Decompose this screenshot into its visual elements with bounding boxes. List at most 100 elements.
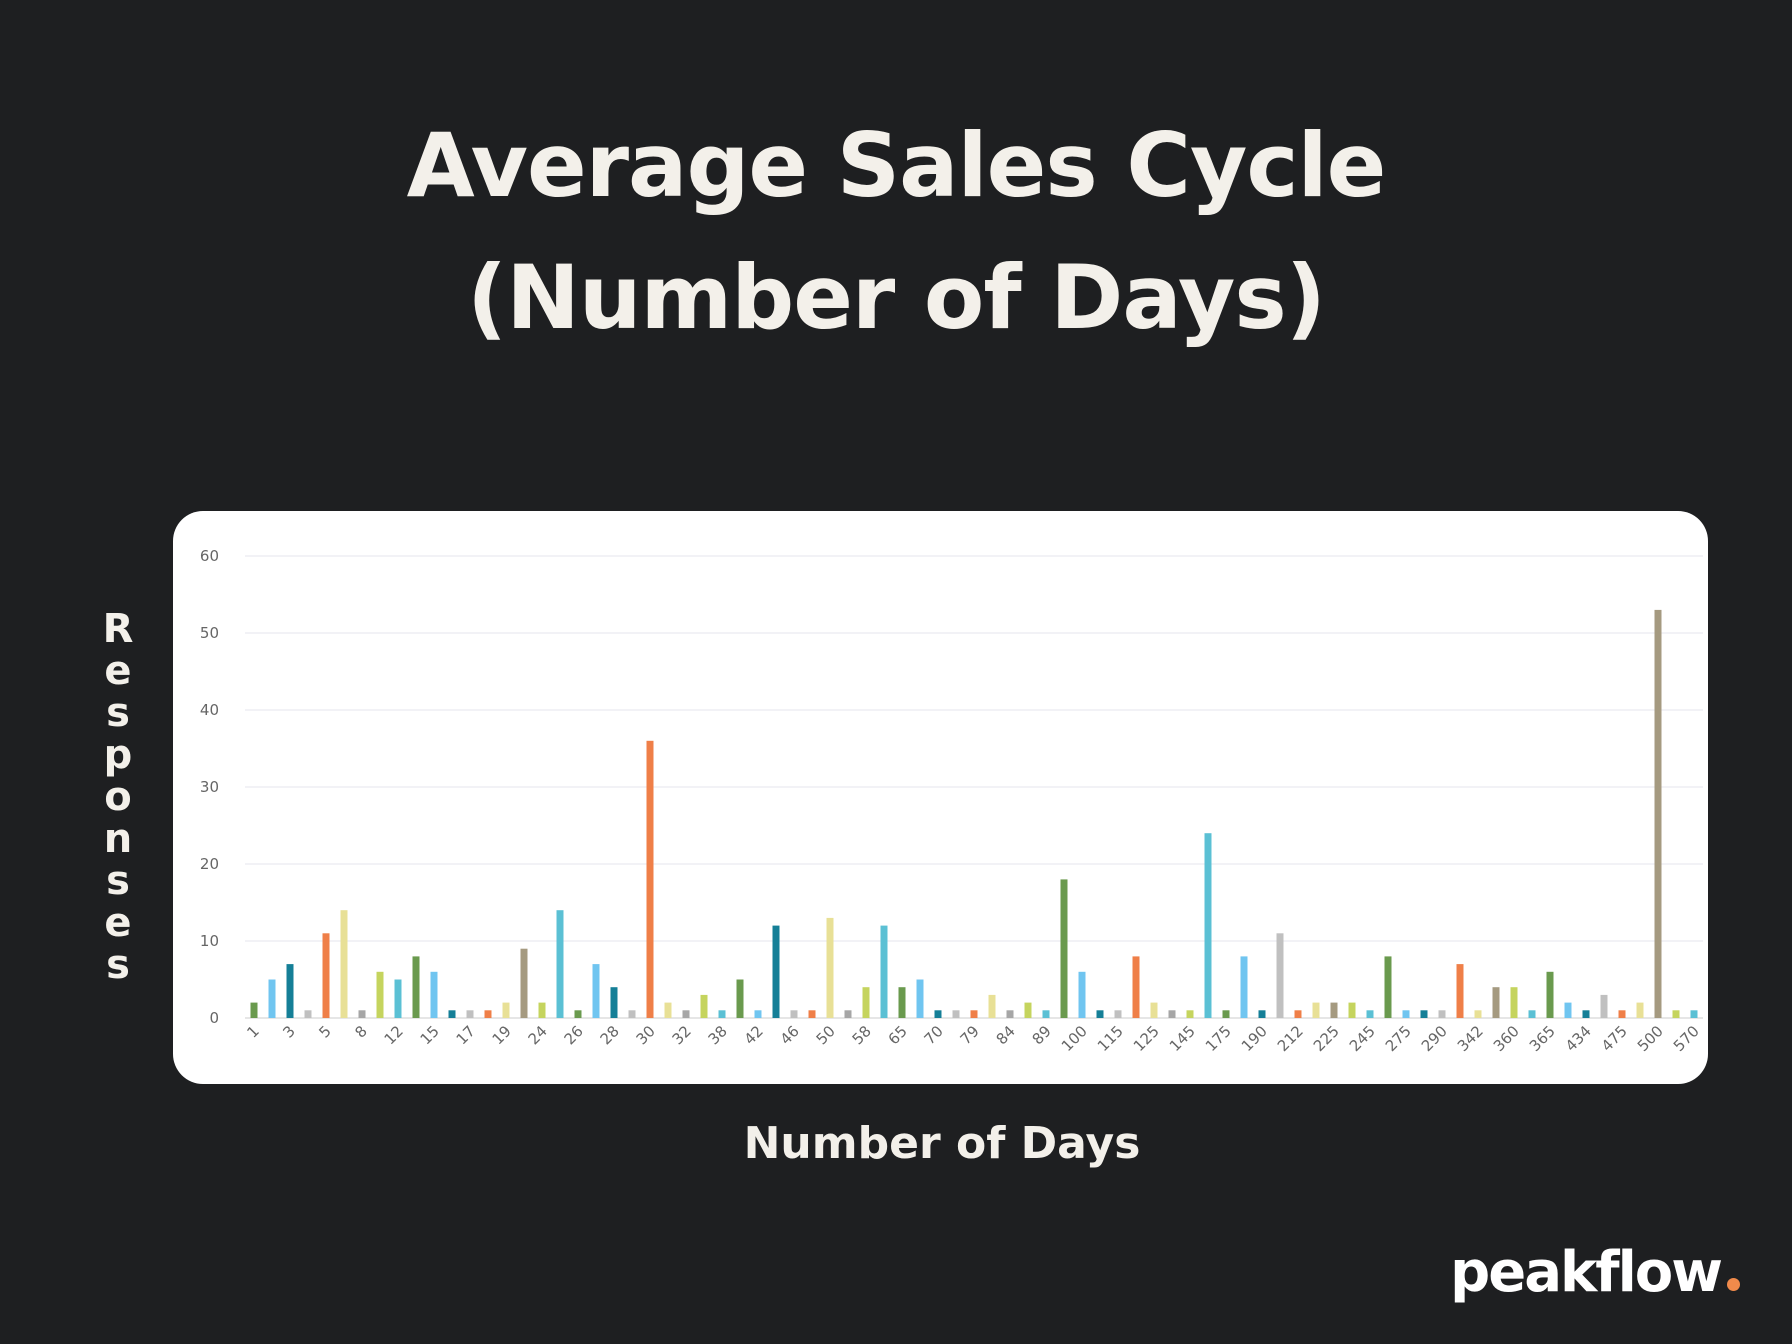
bar-30 [646,740,654,1018]
bar-245 [1366,1010,1374,1018]
bar-31 [664,1002,672,1018]
x-tick-label: 125 [1130,1022,1163,1055]
bar-79 [970,1010,978,1018]
bar-70 [934,1010,942,1018]
bar-26 [574,1010,582,1018]
y-tick-label: 50 [200,624,219,642]
bar-60 [880,925,888,1018]
bar-130 [1168,1010,1176,1018]
bar-18 [484,1010,492,1018]
bar-15 [430,971,438,1018]
bar-25 [556,910,564,1018]
bar-190 [1258,1010,1266,1018]
bar-100 [1078,971,1086,1018]
bar-1 [250,1002,258,1018]
x-tick-label: 570 [1670,1022,1703,1055]
x-tick-label: 342 [1454,1022,1487,1055]
bar-434 [1582,1010,1590,1018]
logo-text: peakflow [1450,1240,1723,1305]
bar-80 [988,994,996,1018]
bar-8 [358,1010,366,1018]
bar-110 [1096,1010,1104,1018]
bar-38 [718,1010,726,1018]
bar-250 [1384,956,1392,1018]
bar-46 [790,1010,798,1018]
bar-145 [1186,1010,1194,1018]
bar-180 [1240,956,1248,1018]
bar-475 [1618,1010,1626,1018]
x-tick-label: 42 [741,1022,767,1048]
bar-45 [772,925,780,1018]
bar-115 [1114,1010,1122,1018]
title-line-2: (Number of Days) [467,246,1326,349]
bar-55 [844,1010,852,1018]
x-tick-label: 245 [1346,1022,1379,1055]
x-axis-label: Number of Days [743,1118,1141,1169]
bar-150 [1204,833,1212,1018]
x-tick-label: 32 [669,1022,695,1048]
y-tick-label: 10 [200,932,219,950]
x-tick-label: 360 [1490,1022,1523,1055]
bar-42 [754,1010,762,1018]
x-tick-label: 38 [705,1022,731,1048]
x-tick-label: 190 [1238,1022,1271,1055]
bar-75 [952,1010,960,1018]
bar-540 [1672,1010,1680,1018]
logo-dot-icon [1727,1278,1740,1291]
bar-225 [1330,1002,1338,1018]
bar-200 [1276,933,1284,1018]
bar-32 [682,1010,690,1018]
x-tick-label: 30 [633,1022,659,1048]
bar-220 [1312,1002,1320,1018]
x-tick-label: 70 [921,1022,947,1048]
bar-480 [1636,1002,1644,1018]
x-tick-label: 115 [1094,1022,1127,1055]
bar-360 [1510,987,1518,1018]
bar-85 [1024,1002,1032,1018]
title-line-1: Average Sales Cycle [406,114,1387,217]
bar-290 [1438,1010,1446,1018]
bar-350 [1492,987,1500,1018]
x-tick-label: 500 [1634,1022,1667,1055]
bar-125 [1150,1002,1158,1018]
x-tick-label: 46 [777,1022,803,1048]
x-tick-label: 17 [453,1022,479,1048]
bar-342 [1474,1010,1482,1018]
bar-50 [826,917,834,1018]
x-tick-label: 8 [351,1022,370,1041]
x-tick-label: 89 [1029,1022,1055,1048]
bar-28 [610,987,618,1018]
bar-175 [1222,1010,1230,1018]
x-tick-label: 15 [417,1022,443,1048]
y-tick-label: 40 [200,701,219,719]
bar-40 [736,979,744,1018]
x-tick-label: 19 [489,1022,515,1048]
bar-365 [1546,971,1554,1018]
bar-364 [1528,1010,1536,1018]
bar-35 [700,994,708,1018]
bar-280 [1420,1010,1428,1018]
bar-120 [1132,956,1140,1018]
x-tick-label: 5 [315,1022,334,1041]
x-tick-label: 12 [381,1022,407,1048]
bar-570 [1690,1010,1698,1018]
bar-230 [1348,1002,1356,1018]
bar-5 [322,933,330,1018]
bar-212 [1294,1010,1302,1018]
bar-19 [502,1002,510,1018]
x-tick-label: 79 [957,1022,983,1048]
x-tick-label: 145 [1166,1022,1199,1055]
x-tick-label: 65 [885,1022,911,1048]
bar-450 [1600,994,1608,1018]
bar-16 [448,1010,456,1018]
x-tick-label: 1 [243,1022,262,1041]
bar-68 [916,979,924,1018]
bar-12 [394,979,402,1018]
bar-27 [592,964,600,1018]
bar-58 [862,987,870,1018]
bar-90 [1060,879,1068,1018]
x-tick-label: 3 [279,1022,298,1041]
bar-48 [808,1010,816,1018]
x-tick-label: 434 [1562,1022,1595,1055]
